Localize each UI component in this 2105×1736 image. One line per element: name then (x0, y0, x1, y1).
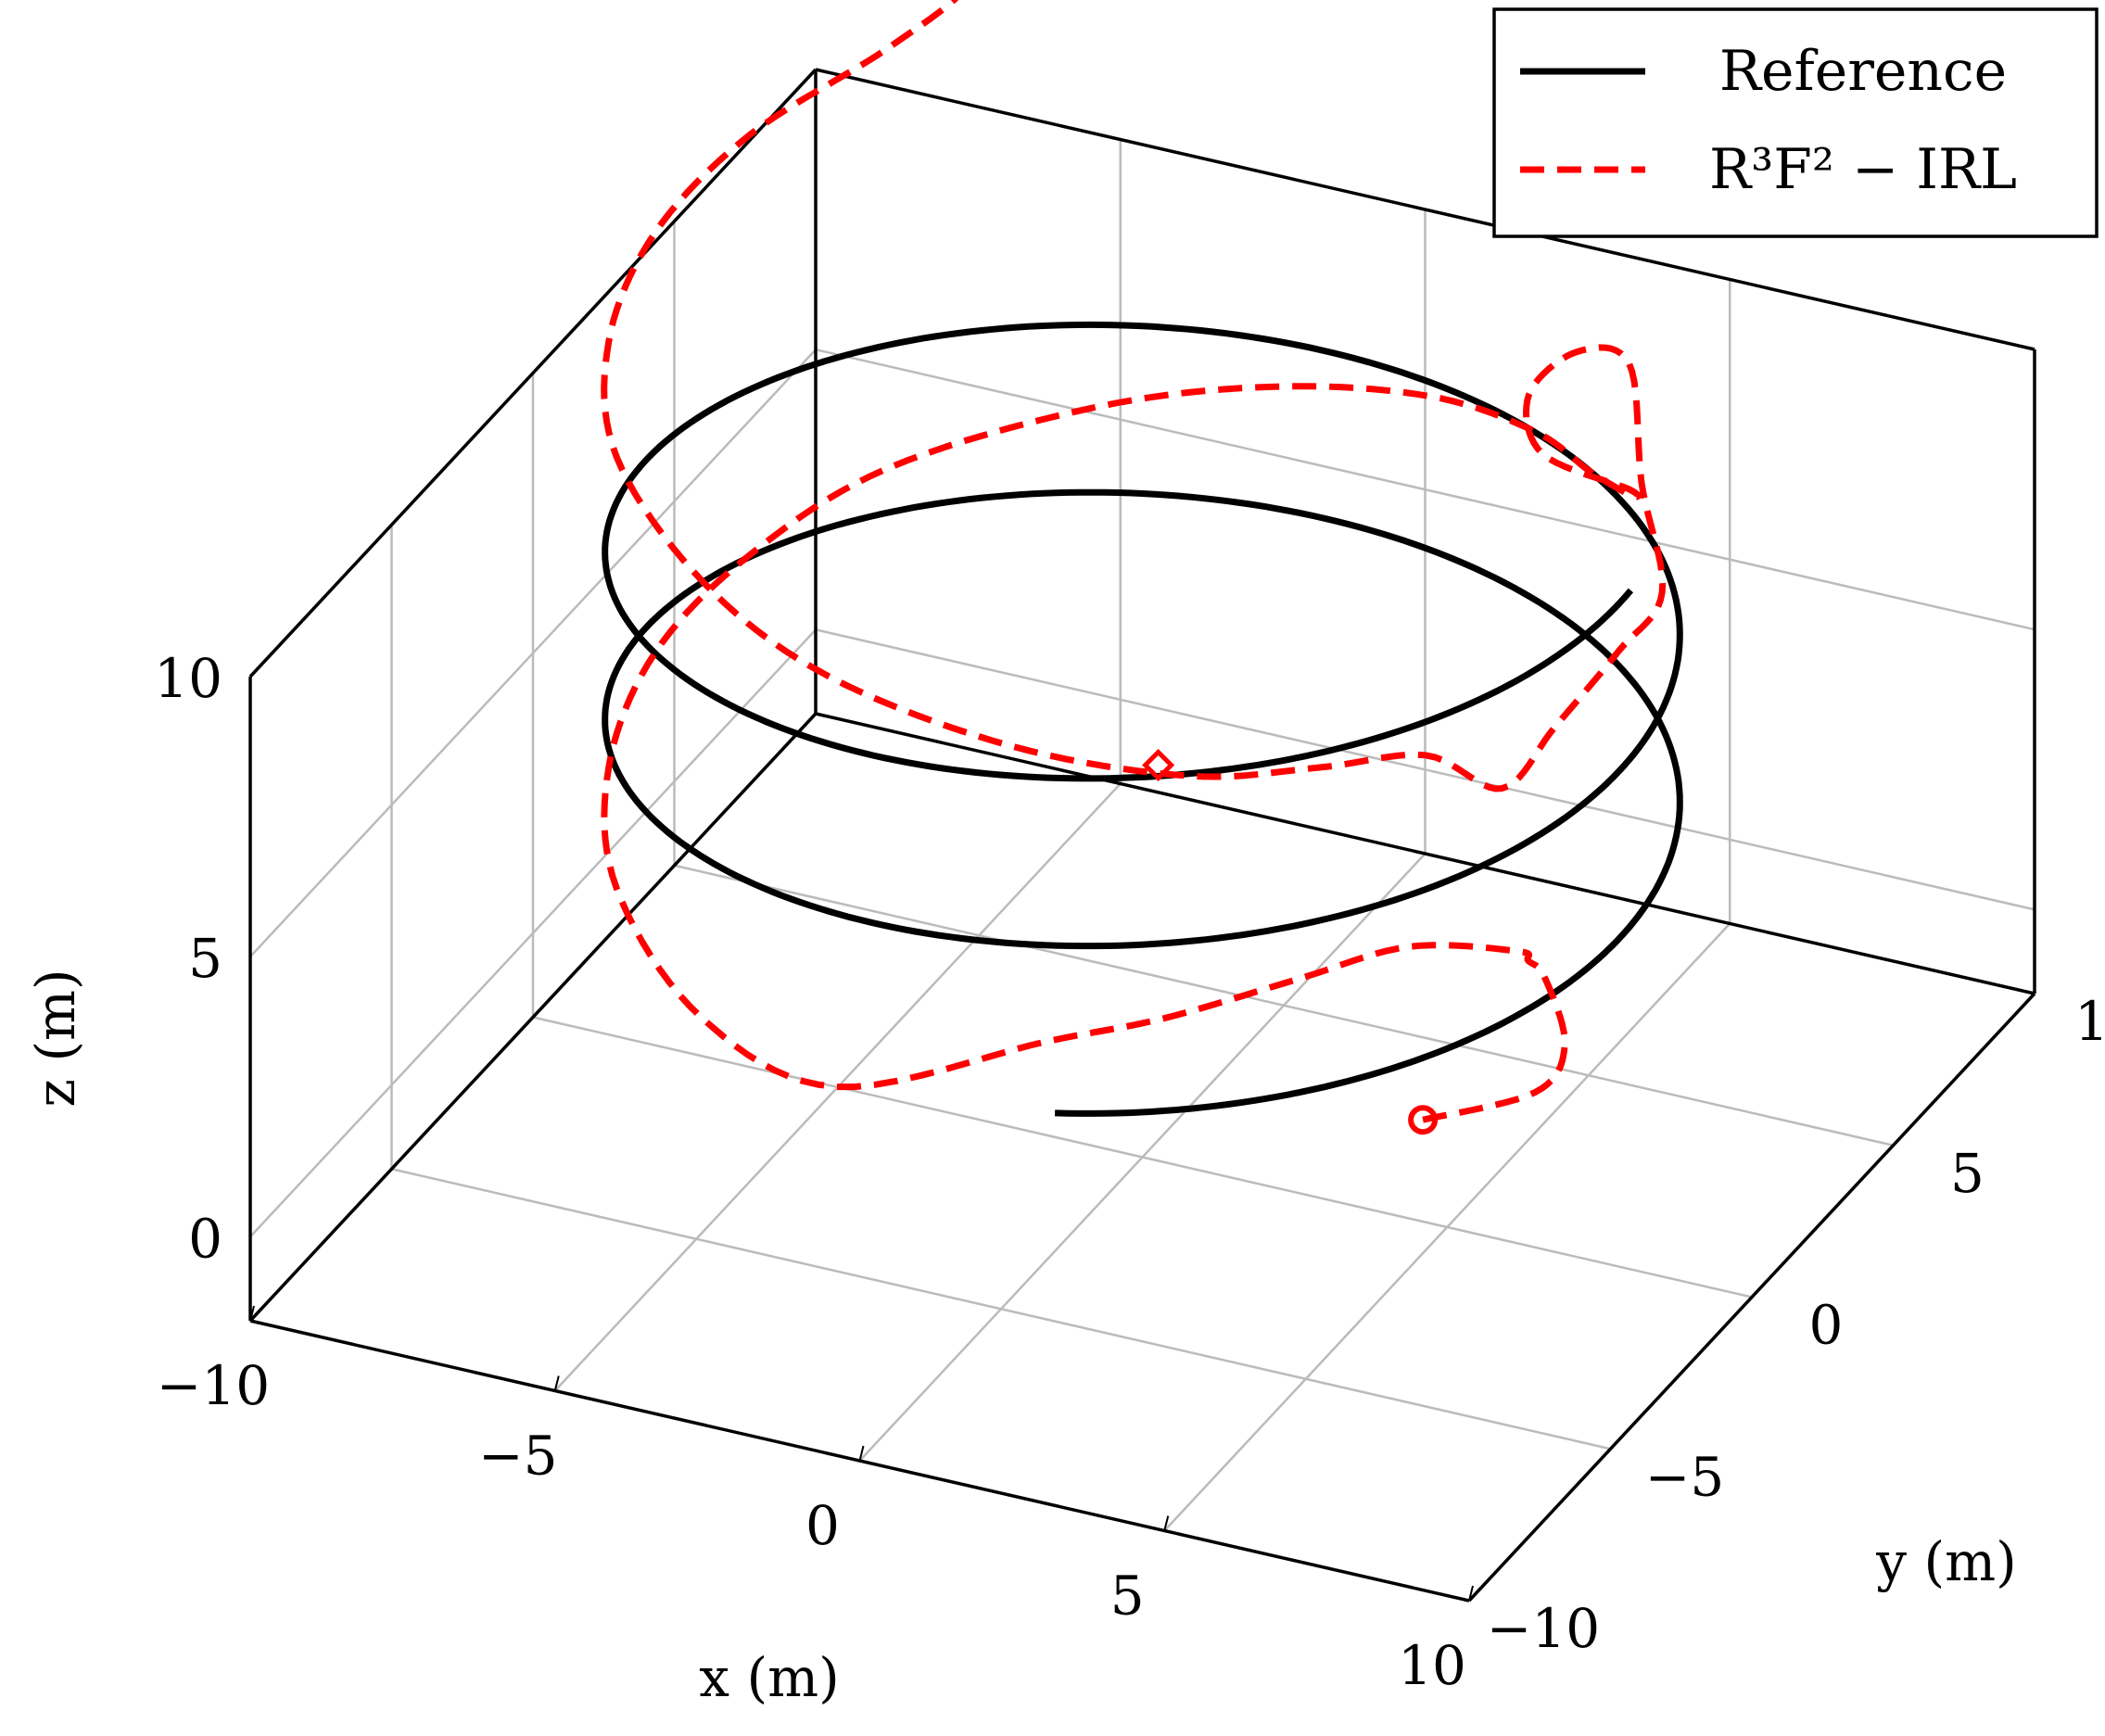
axes-frame-front (249, 992, 2036, 1603)
legend-label-irl: R³F² − IRL (1709, 137, 2017, 202)
series-line-irl (601, 0, 1667, 1123)
marker-end (1142, 748, 1175, 782)
z-tick-label: 0 (188, 1207, 222, 1270)
tick-labels: −10 −5 0 5 10 −10 −5 0 5 10 0 5 10 (154, 647, 2105, 1697)
x-tick-label: −10 (157, 1354, 270, 1417)
marker-start (1408, 1105, 1439, 1135)
grid-line-floor-y (532, 1016, 1753, 1299)
x-tick-mark (1468, 1585, 1474, 1602)
frame-edge (248, 712, 818, 1323)
x-tick-mark (553, 1375, 560, 1391)
y-axis-line (1467, 992, 2036, 1603)
grid-line-floor-y (674, 864, 1894, 1147)
axis-titles: x (m) y (m) z (m) (24, 969, 2017, 1709)
series-line-reference (602, 321, 1683, 1117)
legend-label-reference: Reference (1719, 39, 2007, 104)
grid-line-back-z (815, 628, 2035, 911)
x-tick-label: 0 (805, 1494, 840, 1557)
grid-line-left-z (249, 348, 817, 958)
y-tick-label: −5 (1645, 1445, 1725, 1508)
z-tick-label: 5 (188, 927, 222, 990)
frame-edge (815, 68, 2035, 351)
grid-lines (248, 68, 2036, 1603)
y-tick-label: −10 (1487, 1597, 1600, 1660)
y-tick-label: 5 (1950, 1142, 1985, 1205)
z-axis-title: z (m) (24, 969, 87, 1107)
series-layer (601, 0, 1683, 1135)
y-axis-title: y (m) (1875, 1530, 2016, 1593)
z-tick-label: 10 (154, 647, 222, 710)
x-axis-title: x (m) (699, 1646, 839, 1709)
y-tick-label: 0 (1809, 1294, 1844, 1357)
grid-line-floor-y (391, 1168, 1611, 1451)
x-tick-label: −5 (478, 1425, 558, 1488)
frame-edge (815, 712, 2035, 995)
grid-line-back-z (815, 348, 2035, 631)
y-tick-label: 10 (2074, 990, 2105, 1053)
grid-line-left-z (249, 628, 817, 1238)
x-tick-mark (249, 1305, 255, 1322)
axes-frame-back (248, 68, 2036, 1323)
x-tick-label: 5 (1110, 1565, 1145, 1628)
legend: Reference R³F² − IRL (1492, 7, 2099, 238)
frame-edge (248, 68, 818, 678)
legend-box (1492, 7, 2099, 238)
x-tick-mark (1163, 1515, 1170, 1531)
x-tick-mark (858, 1445, 865, 1462)
x-tick-label: 10 (1398, 1634, 1466, 1697)
